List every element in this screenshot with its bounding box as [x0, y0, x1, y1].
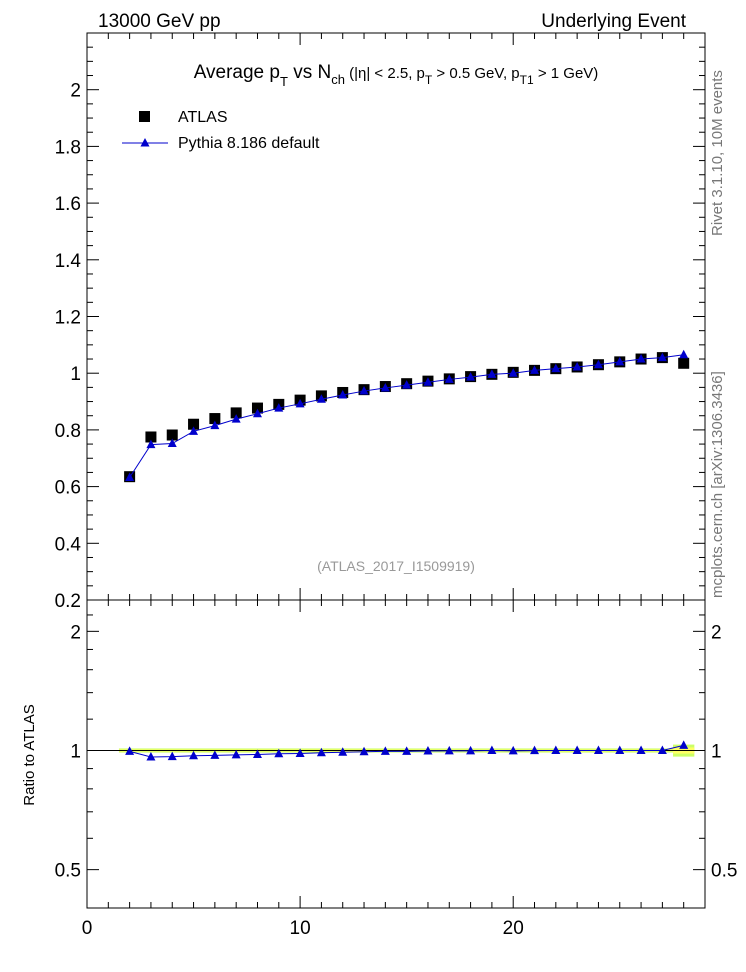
main-y-tick-label: 0.8 — [55, 421, 81, 442]
pythia-point — [380, 382, 390, 392]
atlas-point — [145, 431, 157, 443]
pythia-ratio-point — [189, 750, 199, 760]
pythia-ratio-point — [125, 746, 135, 755]
pythia-ratio-point — [380, 746, 390, 755]
pythia-point — [359, 386, 369, 395]
mcplots-label: mcplots.cern.ch [arXiv:1306.3436] — [709, 371, 726, 598]
pythia-ratio-point — [295, 748, 305, 757]
legend-pythia-marker — [140, 138, 150, 147]
ratio-y-tick-label: 0.5 — [55, 861, 81, 882]
ratio-y-tick-label-right: 0.5 — [711, 861, 737, 882]
rivet-label: Rivet 3.1.10, 10M events — [709, 70, 726, 236]
atlas-point — [251, 402, 263, 414]
pythia-point — [593, 359, 603, 369]
pythia-ratio-point — [508, 745, 518, 755]
pythia-point — [551, 363, 561, 373]
legend-atlas-label: ATLAS — [178, 109, 228, 126]
pythia-ratio-point — [167, 751, 177, 761]
header-left-label: 13000 GeV pp — [98, 11, 221, 32]
pythia-ratio-point — [444, 745, 454, 755]
main-y-tick-label: 1 — [70, 364, 81, 385]
atlas-point — [678, 357, 690, 369]
pythia-ratio-point — [338, 747, 348, 756]
pythia-point — [615, 356, 625, 366]
pythia-point — [252, 408, 262, 418]
pythia-ratio-point — [636, 745, 646, 754]
legend: ATLAS Pythia 8.186 default — [122, 109, 320, 152]
pythia-point — [487, 369, 497, 378]
main-y-tick-label: 1.6 — [55, 194, 81, 215]
main-plot-area: 0.2 0.4 0.6 0.8 1 1.2 1.4 1.6 1.8 2 — [55, 32, 706, 612]
pythia-point — [316, 394, 326, 403]
header-right-label: Underlying Event — [541, 11, 686, 32]
pythia-ratio-point — [252, 749, 262, 758]
legend-atlas-marker — [139, 111, 150, 122]
pythia-point — [530, 365, 540, 374]
pythia-ratio-point — [530, 745, 540, 755]
pythia-point — [466, 372, 476, 381]
main-y-tick-label: 0.4 — [55, 534, 82, 555]
ratio-plot-frame — [86, 599, 706, 909]
main-y-tick-label: 0.2 — [55, 591, 81, 612]
pythia-point — [444, 374, 454, 383]
ratio-y-tick-label: 2 — [70, 622, 81, 643]
pythia-point — [231, 414, 241, 423]
pythia-ratio-point — [231, 749, 241, 759]
main-y-tick-label: 1.4 — [55, 251, 82, 272]
pythia-ratio-point — [402, 746, 412, 755]
pythia-ratio-point — [210, 750, 220, 759]
atlas-point — [188, 418, 200, 430]
chart-title: Average pT vs Nch (|η| < 2.5, pT > 0.5 G… — [194, 62, 599, 89]
analysis-watermark: (ATLAS_2017_I1509919) — [317, 558, 475, 574]
pythia-ratio-point — [657, 745, 667, 754]
main-y-tick-label: 0.6 — [55, 478, 81, 499]
ratio-y-tick-label: 1 — [70, 741, 81, 762]
pythia-point — [679, 349, 689, 359]
pythia-point — [402, 380, 412, 389]
pythia-point — [125, 472, 135, 482]
pythia-ratio-point — [359, 746, 369, 756]
pythia-point — [189, 426, 199, 435]
main-y-tick-label: 1.8 — [55, 137, 81, 158]
pythia-point — [338, 390, 348, 399]
pythia-point — [295, 398, 305, 408]
legend-pythia-label: Pythia 8.186 default — [178, 135, 320, 152]
main-y-tick-label: 1.2 — [55, 308, 81, 329]
pythia-ratio-point — [146, 751, 156, 761]
pythia-ratio-point — [615, 745, 625, 754]
pythia-point — [274, 403, 284, 412]
x-tick-label: 20 — [503, 918, 524, 939]
atlas-point — [209, 413, 221, 425]
pythia-point — [657, 352, 667, 362]
ratio-y-tick-label-right: 1 — [711, 741, 722, 762]
x-tick-label: 10 — [290, 918, 311, 939]
pythia-ratio-point — [679, 740, 689, 749]
main-y-tick-label: 2 — [70, 81, 81, 102]
ratio-y-tick-label-right: 2 — [711, 622, 722, 643]
ratio-ylabel: Ratio to ATLAS — [21, 704, 38, 805]
atlas-point — [166, 429, 178, 441]
atlas-point — [230, 407, 242, 419]
pythia-point — [508, 368, 518, 377]
ratio-plot-area: 0 10 20 0.5 0.5 1 1 2 2 — [55, 599, 737, 939]
pythia-point — [423, 377, 433, 386]
pythia-ratio-point — [593, 745, 603, 754]
pythia-point — [210, 420, 220, 430]
pythia-point — [572, 361, 582, 371]
pythia-ratio-point — [423, 746, 433, 755]
pythia-ratio-point — [487, 745, 497, 754]
pythia-ratio-point — [572, 745, 582, 754]
pythia-ratio-point — [274, 748, 284, 758]
pythia-point — [167, 438, 177, 448]
pythia-ratio-point — [551, 745, 561, 754]
x-tick-label: 0 — [82, 918, 93, 939]
pythia-ratio-point — [316, 747, 326, 757]
pythia-point — [146, 439, 156, 449]
pythia-ratio-point — [466, 745, 476, 755]
pythia-point — [636, 354, 646, 363]
